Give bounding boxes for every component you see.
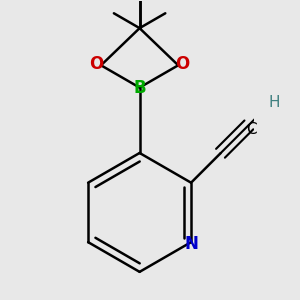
Text: O: O <box>176 55 190 73</box>
Text: B: B <box>133 79 146 97</box>
Text: C: C <box>247 122 257 137</box>
Text: N: N <box>184 235 198 253</box>
Text: H: H <box>269 94 280 110</box>
Text: O: O <box>89 55 104 73</box>
